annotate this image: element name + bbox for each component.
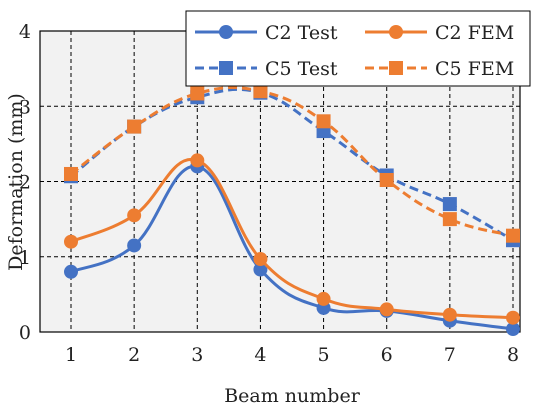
x-tick-label: 1	[65, 344, 77, 366]
x-tick-label: 3	[191, 344, 203, 366]
data-point-c2-fem	[506, 310, 520, 325]
data-point-c5-test	[442, 197, 457, 212]
legend-item-c2-fem: C2 FEM	[365, 22, 514, 44]
legend-marker-c5-fem	[389, 61, 403, 75]
y-tick-labels: 0 1 2 3 4	[19, 21, 31, 344]
data-point-c5-fem	[127, 119, 142, 134]
data-point-c5-fem	[316, 114, 331, 129]
legend-marker-c5-test	[219, 61, 233, 75]
data-point-c2-fem	[253, 252, 268, 267]
legend-item-c5-test: C5 Test	[195, 58, 338, 80]
data-point-c2-test	[64, 264, 78, 279]
y-tick-label: 0	[19, 322, 31, 344]
x-tick-labels: 1 2 3 4 5 6 7 8	[65, 344, 519, 366]
data-point-c2-test	[506, 321, 520, 336]
data-point-c5-fem	[253, 84, 268, 99]
x-tick-label: 7	[444, 344, 456, 366]
series-c2-fem	[64, 153, 520, 325]
y-tick-label: 1	[19, 247, 31, 269]
y-tick-label: 2	[19, 172, 31, 194]
series-c5-fem	[64, 84, 520, 243]
data-point-c5-fem	[442, 212, 457, 227]
legend-item-c5-fem: C5 FEM	[365, 58, 514, 80]
data-point-c2-fem	[316, 291, 331, 306]
data-point-c2-fem	[127, 208, 142, 223]
data-point-c2-fem	[442, 307, 457, 322]
legend: C2 Test C2 FEM C5 Test C5 FEM	[185, 10, 531, 87]
x-tick-label: 8	[507, 344, 519, 366]
x-axis-title: Beam number	[224, 385, 360, 407]
data-point-c2-fem	[64, 234, 78, 249]
y-tick-label: 4	[19, 21, 31, 43]
legend-marker-c2-fem	[389, 25, 403, 39]
y-tick-label: 3	[19, 96, 31, 118]
data-point-c5-fem	[64, 166, 78, 181]
data-point-c2-fem	[379, 302, 394, 317]
legend-marker-c2-test	[219, 25, 233, 39]
series-line-c2-fem	[70, 157, 514, 320]
legend-label-c5-fem: C5 FEM	[435, 58, 514, 80]
legend-box	[185, 10, 531, 87]
data-point-c2-fem	[190, 153, 205, 168]
legend-item-c2-test: C2 Test	[195, 22, 338, 44]
legend-label-c5-test: C5 Test	[265, 58, 338, 80]
x-tick-label: 4	[254, 344, 266, 366]
series-line-c5-fem	[70, 86, 514, 238]
legend-label-c2-fem: C2 FEM	[435, 22, 514, 44]
series-line-c2-test	[70, 164, 514, 331]
x-tick-label: 5	[318, 344, 330, 366]
y-axis-title: Deformation (mm)	[5, 93, 27, 271]
data-point-c2-test	[253, 262, 268, 277]
series-group	[64, 84, 520, 336]
data-point-c2-test	[127, 238, 142, 253]
x-tick-label: 6	[381, 344, 393, 366]
data-point-c5-fem	[379, 172, 394, 187]
legend-label-c2-test: C2 Test	[265, 22, 338, 44]
data-point-c5-fem	[506, 228, 520, 243]
x-tick-label: 2	[128, 344, 140, 366]
data-point-c5-fem	[190, 86, 205, 101]
